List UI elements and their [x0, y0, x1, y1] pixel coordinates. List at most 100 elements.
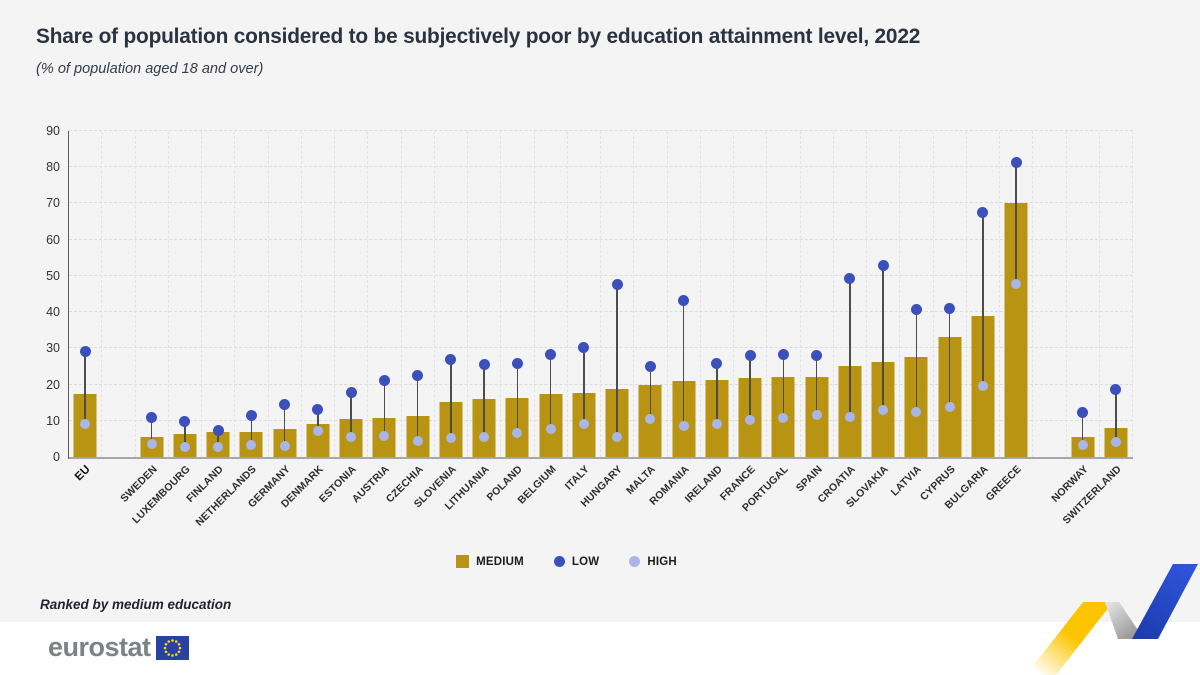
- country-column: LITHUANIA: [443, 131, 502, 512]
- low-high-stem: [283, 404, 286, 447]
- y-tick-label: 50: [46, 268, 60, 283]
- high-dot: [778, 413, 789, 424]
- low-dot: [212, 425, 224, 437]
- y-axis-labels: 0 10 20 30 40 50 60 70 80 90: [26, 124, 60, 464]
- high-dot: [1110, 436, 1121, 447]
- low-high-stem: [749, 355, 751, 420]
- low-dot: [179, 416, 191, 428]
- country-column: IRELAND: [683, 131, 734, 505]
- footer-bar: eurostat: [0, 622, 1200, 675]
- low-dot: [412, 369, 424, 381]
- high-dot: [612, 432, 623, 443]
- low-high-stem: [317, 409, 319, 432]
- gap-column: [102, 131, 136, 457]
- legend-label: MEDIUM: [476, 555, 524, 568]
- high-dot: [977, 381, 988, 392]
- legend-label: LOW: [571, 555, 600, 568]
- gridline: [69, 130, 1133, 131]
- low-high-stem: [616, 284, 618, 438]
- medium-bar: [1004, 203, 1028, 457]
- eurostat-logo: eurostat: [48, 632, 189, 663]
- low-dot: [79, 346, 91, 358]
- high-dot: [146, 439, 157, 450]
- gridline: [69, 202, 1133, 204]
- gridline: [69, 383, 1133, 385]
- low-dot: [511, 358, 523, 370]
- country-column: CZECHIA: [383, 131, 435, 505]
- legend-label: HIGH: [647, 555, 677, 568]
- low-high-stem: [815, 355, 818, 415]
- low-dot: [944, 303, 956, 314]
- x-axis-line: [69, 457, 1133, 459]
- low-dot: [811, 350, 823, 362]
- low-high-stem: [350, 392, 352, 437]
- ranking-note: Ranked by medium education: [40, 597, 232, 612]
- eurostat-zigzag-icon: [1026, 564, 1198, 675]
- low-dot: [977, 206, 989, 218]
- high-dot: [1077, 440, 1088, 451]
- country-column: CROATIA: [815, 131, 867, 506]
- high-dot: [80, 419, 91, 430]
- low-dot: [777, 349, 789, 360]
- country-column: NORWAY: [1049, 131, 1100, 505]
- low-dot: [578, 342, 590, 354]
- eurostat-logo-text: eurostat: [48, 632, 151, 662]
- country-column: SPAIN: [793, 131, 834, 494]
- y-tick-label: 20: [46, 377, 60, 392]
- country-column: PORTUGAL: [740, 131, 801, 514]
- country-column: SWEDEN: [118, 131, 169, 505]
- low-dot: [1010, 156, 1022, 168]
- legend-item-high: HIGH: [629, 556, 677, 568]
- low-high-stem: [1015, 162, 1017, 285]
- medium-swatch-icon: [456, 555, 470, 568]
- low-high-stem: [982, 212, 984, 387]
- country-column: ROMANIA: [647, 131, 701, 508]
- y-axis-line: [68, 131, 69, 459]
- country-column: LATVIA: [889, 131, 934, 498]
- y-tick-label: 30: [46, 341, 60, 356]
- low-high-stem: [1115, 389, 1117, 442]
- low-dot: [611, 279, 623, 291]
- y-tick-label: 70: [46, 196, 60, 211]
- country-column: CYPRUS: [918, 131, 967, 503]
- low-high-stem: [250, 415, 253, 446]
- low-high-stem: [184, 421, 186, 448]
- country-column: FINLAND: [184, 131, 236, 505]
- legend-item-medium: MEDIUM: [456, 555, 524, 568]
- high-dot: [412, 435, 423, 446]
- low-dot: [378, 375, 390, 387]
- low-dot: [1110, 384, 1122, 396]
- country-column: POLAND: [485, 131, 535, 504]
- page-title: Share of population considered to be sub…: [36, 24, 921, 48]
- high-dot: [213, 442, 224, 453]
- gridline: [69, 274, 1133, 276]
- high-dot: [711, 419, 722, 430]
- country-column: MALTA: [624, 131, 668, 497]
- high-dot: [645, 414, 656, 425]
- high-dot: [512, 427, 523, 438]
- y-tick-label: 60: [46, 232, 60, 247]
- gridline: [69, 419, 1133, 421]
- high-dot-icon: [629, 556, 641, 567]
- low-high-stem: [682, 300, 685, 426]
- high-dot: [844, 412, 855, 423]
- low-dot: [345, 387, 357, 399]
- plot-area: EU SWEDEN LUXEMBOURG FINLAND NETHERLANDS GERM…: [68, 130, 1133, 529]
- high-dot: [944, 401, 955, 412]
- low-high-stem: [383, 380, 386, 436]
- y-tick-label: 90: [46, 124, 60, 138]
- country-column: BELGIUM: [515, 131, 568, 507]
- low-dot: [245, 409, 257, 421]
- high-dot: [1011, 279, 1022, 290]
- low-dot: [545, 349, 557, 360]
- high-dot: [878, 404, 889, 415]
- country-column: ITALY: [563, 131, 601, 492]
- high-dot: [246, 440, 257, 451]
- low-high-stem: [416, 375, 419, 441]
- high-dot: [678, 420, 689, 431]
- chart-panel: Share of population considered to be sub…: [0, 0, 1200, 622]
- low-dot: [279, 398, 291, 410]
- low-dot: [711, 358, 723, 370]
- high-dot: [445, 432, 456, 443]
- high-dot: [811, 409, 822, 420]
